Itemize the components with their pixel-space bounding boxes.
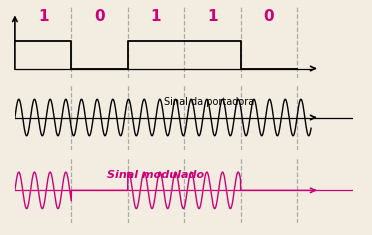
- Text: 0: 0: [263, 9, 274, 24]
- Text: Sinal da portadora: Sinal da portadora: [164, 98, 255, 107]
- Text: 1: 1: [207, 9, 218, 24]
- Text: Sinal modulado: Sinal modulado: [108, 170, 205, 180]
- Text: 1: 1: [38, 9, 48, 24]
- Text: 0: 0: [94, 9, 105, 24]
- Text: 1: 1: [151, 9, 161, 24]
